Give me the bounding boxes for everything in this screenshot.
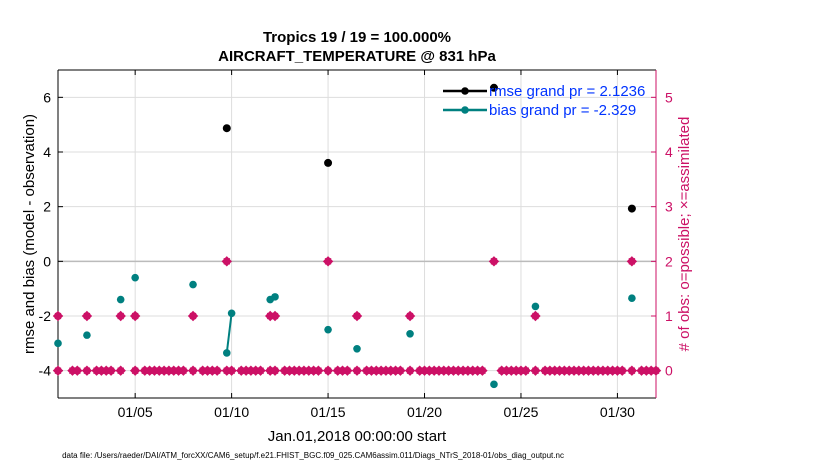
bias-point bbox=[227, 309, 236, 318]
obs-marker-zero-cross bbox=[107, 367, 115, 375]
obs-marker-zero-cross bbox=[228, 367, 236, 375]
obs-marker-zero-cross bbox=[179, 367, 187, 375]
bias-point bbox=[324, 325, 332, 334]
y-tick-label-right: 2 bbox=[665, 253, 673, 269]
x-tick-label: 01/20 bbox=[407, 404, 442, 420]
bias-point bbox=[83, 331, 91, 339]
obs-marker-zero-cross bbox=[83, 367, 91, 375]
y-tick-label-left: -4 bbox=[39, 363, 52, 379]
obs-marker-zero-cross bbox=[54, 367, 62, 375]
y-tick-label-left: 2 bbox=[43, 199, 51, 215]
bias-point bbox=[189, 280, 197, 289]
y-tick-label-left: 6 bbox=[43, 89, 51, 105]
obs-marker-one-cross bbox=[54, 312, 62, 320]
rmse-point bbox=[324, 158, 333, 167]
bias-point bbox=[406, 329, 414, 338]
obs-marker-zero-cross bbox=[257, 367, 264, 375]
bias-point bbox=[490, 380, 498, 389]
legend-marker-rmse bbox=[461, 87, 469, 95]
plot-area: 01/05 01/10 01/15 01/20 01/25 01/30 -4 -2 0 2 4 6 0 1… bbox=[39, 69, 673, 420]
obs-marker-zero-cross bbox=[522, 367, 530, 375]
bias-point bbox=[131, 273, 139, 282]
y-tick-label-right: 3 bbox=[665, 199, 673, 215]
y-axis-label-left: rmse and bias (model - observation) bbox=[21, 114, 38, 354]
obs-marker-one-cross bbox=[406, 312, 414, 320]
bias-line-segment bbox=[225, 313, 233, 354]
bias-point bbox=[222, 349, 231, 357]
x-tick-label: 01/30 bbox=[600, 404, 635, 420]
obs-marker-zero-cross bbox=[117, 367, 125, 375]
obs-marker-zero-cross bbox=[652, 367, 660, 375]
bias-point bbox=[628, 294, 636, 303]
rmse-point bbox=[489, 83, 498, 92]
obs-marker-zero-cross bbox=[618, 367, 626, 375]
legend-label-rmse: rmse grand pr = 2.1236 bbox=[489, 83, 645, 100]
rmse-point bbox=[222, 124, 231, 133]
footer-data-file: data file: /Users/raeder/DAI/ATM_forcXX/… bbox=[62, 451, 564, 460]
legend-marker-bias bbox=[461, 106, 469, 114]
bias-point bbox=[271, 293, 279, 301]
obs-marker-zero-cross bbox=[532, 367, 539, 375]
y-tick-label-right: 0 bbox=[665, 363, 673, 379]
x-tick-label: 01/10 bbox=[214, 404, 249, 420]
bias-point bbox=[54, 339, 62, 348]
obs-marker-zero-cross bbox=[271, 367, 279, 375]
x-tick-label: 01/15 bbox=[311, 404, 346, 420]
obs-marker-zero-cross bbox=[324, 367, 332, 375]
obs-marker-zero-cross bbox=[213, 367, 221, 375]
x-tick-label: 01/05 bbox=[118, 404, 153, 420]
chart-title-line2: AIRCRAFT_TEMPERATURE @ 831 hPa bbox=[218, 48, 496, 65]
rmse-point bbox=[627, 204, 636, 213]
obs-marker-one-cross bbox=[189, 312, 197, 320]
obs-marker-one-cross bbox=[532, 312, 539, 320]
y-tick-label-right: 5 bbox=[665, 89, 673, 105]
obs-marker-zero-cross bbox=[189, 367, 197, 375]
obs-marker-zero-cross bbox=[131, 367, 139, 375]
obs-marker-two-cross bbox=[324, 257, 332, 265]
obs-marker-one-cross bbox=[83, 312, 91, 320]
y-tick-label-left: 0 bbox=[43, 253, 51, 269]
x-tick-label: 01/25 bbox=[503, 404, 538, 420]
bias-point bbox=[353, 345, 361, 353]
obs-marker-two-cross bbox=[628, 257, 636, 265]
obs-marker-two-cross bbox=[490, 257, 498, 265]
obs-marker-zero-cross bbox=[343, 367, 351, 375]
y-axis-label-right: # of obs: o=possible; ×=assimilated bbox=[676, 117, 693, 352]
obs-marker-zero-cross bbox=[73, 367, 81, 375]
obs-marker-two-cross bbox=[223, 257, 231, 265]
obs-marker-zero-cross bbox=[406, 367, 414, 375]
obs-marker-zero-cross bbox=[314, 367, 322, 375]
y-tick-label-right: 4 bbox=[665, 144, 673, 160]
obs-marker-zero-cross bbox=[353, 367, 361, 375]
obs-marker-one-cross bbox=[353, 312, 361, 320]
obs-marker-zero-cross bbox=[628, 367, 636, 375]
obs-marker-zero-cross bbox=[396, 367, 404, 375]
x-axis-label: Jan.01,2018 00:00:00 start bbox=[268, 428, 447, 445]
chart-title-line1: Tropics 19 / 19 = 100.000% bbox=[263, 29, 451, 46]
legend-label-bias: bias grand pr = -2.329 bbox=[489, 102, 636, 119]
y-tick-label-left: 4 bbox=[43, 144, 51, 160]
y-tick-label-right: 1 bbox=[665, 308, 673, 324]
obs-marker-zero-cross bbox=[478, 367, 486, 375]
y-tick-label-left: -2 bbox=[39, 308, 52, 324]
bias-point bbox=[531, 302, 540, 311]
obs-marker-one-cross bbox=[131, 312, 139, 320]
obs-marker-one-cross bbox=[117, 312, 125, 320]
obs-marker-one-cross bbox=[271, 312, 279, 320]
bias-point bbox=[116, 295, 125, 304]
